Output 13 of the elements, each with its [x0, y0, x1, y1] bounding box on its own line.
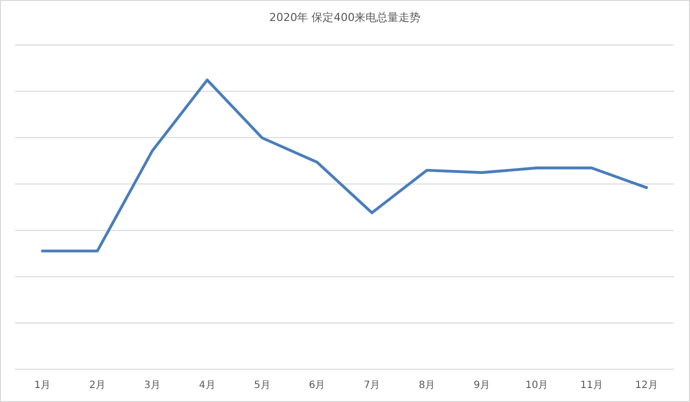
x-tick-label: 10月 — [525, 380, 548, 391]
x-tick-label: 5月 — [254, 380, 270, 391]
x-tick-label: 12月 — [635, 380, 658, 391]
x-tick-label: 4月 — [199, 380, 216, 391]
x-tick-label: 9月 — [474, 380, 490, 391]
x-tick-label: 11月 — [580, 380, 603, 391]
x-tick-label: 2月 — [89, 380, 106, 391]
x-tick-label: 1月 — [34, 380, 51, 391]
x-tick-label: 7月 — [364, 380, 380, 391]
chart-title: 2020年 保定400来电总量走势 — [269, 11, 421, 24]
x-tick-label: 6月 — [308, 380, 326, 391]
x-tick-label: 8月 — [418, 380, 436, 391]
x-tick-label: 3月 — [144, 380, 160, 391]
